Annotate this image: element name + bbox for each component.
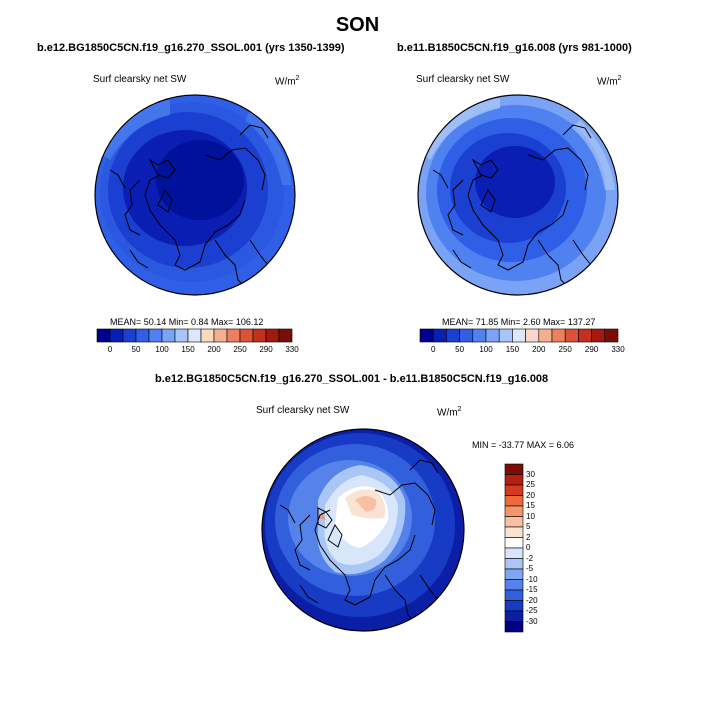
panel1-colorbar-box	[252, 328, 267, 343]
diff-colorbar-box	[504, 600, 524, 612]
panel2-colorbar-box	[419, 328, 434, 343]
panel2-colorbar-box	[512, 328, 526, 343]
diff-colorbar-tick-label: 30	[526, 469, 535, 479]
panel2-units-label: W/m2	[597, 75, 622, 88]
panel2-stats: MEAN= 71.85 Min= 2.60 Max= 137.27	[442, 317, 596, 327]
diff-colorbar-box	[504, 547, 524, 559]
panel1-colorbar-box	[135, 328, 150, 343]
panel1-colorbar-box	[213, 328, 228, 343]
diff-colorbar-tick-label: -2	[526, 553, 534, 563]
panel2-colorbar-tick-label: 100	[479, 345, 493, 354]
panel1-colorbar-tick-label: 150	[181, 345, 195, 354]
panel2-colorbar-box	[446, 328, 460, 343]
panel1-colorbar-box	[226, 328, 241, 343]
panel2-colorbar-tick-label: 0	[430, 345, 436, 354]
panel1-colorbar-box	[278, 328, 293, 343]
panel1-colorbar-box	[239, 328, 254, 343]
diff-colorbar-tick-label: 10	[526, 511, 535, 521]
panel2-colorbar-box	[485, 328, 500, 343]
panel1-colorbar-box	[187, 328, 202, 343]
diff-colorbar-tick-label: 0	[526, 543, 531, 552]
panel1-units-label: W/m2	[275, 75, 300, 88]
diff-colorbar	[504, 463, 524, 633]
panel2-colorbar-tick-label: 200	[532, 345, 546, 354]
panel2-colorbar-box	[472, 328, 487, 343]
panel2-coastlines	[432, 124, 599, 291]
diff-colorbar-tick-label: -30	[526, 616, 538, 626]
panel1-colorbar	[96, 328, 293, 343]
panel2-colorbar-tick-label: 330	[611, 345, 625, 354]
panel2-colorbar-box	[551, 328, 566, 343]
diff-colorbar-box	[504, 484, 524, 496]
panel1-colorbar-box	[200, 328, 215, 343]
panel1-colorbar-box	[96, 328, 111, 343]
panel1-colorbar-tick-label: 200	[207, 345, 221, 354]
diff-colorbar-tick-label: -20	[526, 595, 538, 605]
panel1-colorbar-box	[265, 328, 280, 343]
panel2-colorbar-tick-label: 50	[455, 345, 465, 354]
panel1-colorbar-box	[148, 328, 163, 343]
diff-units-label: W/m2	[437, 406, 462, 419]
diff-case-title: b.e12.BG1850C5CN.f19_g16.270_SSOL.001 - …	[155, 373, 549, 385]
diff-colorbar-tick-label: -5	[526, 564, 534, 573]
diff-variable-label: Surf clearsky net SW	[256, 405, 350, 416]
diff-colorbar-tick-label: 2	[526, 532, 531, 542]
panel2-colorbar-tick-label: 250	[558, 345, 572, 354]
figure-title: SON	[335, 14, 380, 36]
diff-colorbar-box	[504, 589, 524, 601]
diff-colorbar-box	[504, 579, 524, 591]
panel1-variable-label: Surf clearsky net SW	[93, 74, 187, 85]
panel1-colorbar-tick-label: 100	[155, 345, 169, 354]
panel2-colorbar-box	[459, 328, 474, 343]
panel2-colorbar-tick-label: 290	[584, 345, 599, 354]
diff-stats: MIN = -33.77 MAX = 6.06	[472, 440, 575, 450]
diff-colorbar-box	[504, 621, 524, 633]
diff-field-contours	[262, 429, 464, 631]
panel1-colorbar-box	[122, 328, 137, 343]
panel1-stats: MEAN= 50.14 Min= 0.84 Max= 106.12	[110, 317, 264, 327]
panel1-colorbar-tick-label: 250	[233, 345, 247, 354]
panel2-colorbar-tick-label: 150	[505, 345, 520, 354]
panel2-colorbar-box	[564, 328, 579, 343]
diff-colorbar-tick-label: 5	[526, 522, 531, 531]
diff-colorbar-tick-label: 20	[526, 490, 535, 500]
panel1-case-title: b.e12.BG1850C5CN.f19_g16.270_SSOL.001 (y…	[37, 42, 345, 54]
panel1-colorbar-tick-label: 290	[259, 345, 273, 354]
panel1-colorbar-box	[161, 328, 176, 343]
diff-colorbar-tick-label: -25	[526, 606, 538, 615]
panel2-colorbar-box	[538, 328, 553, 343]
panel1-colorbar-box	[109, 328, 124, 343]
panel1-colorbar-tick-label: 330	[285, 345, 299, 354]
diff-colorbar-box	[504, 526, 524, 538]
panel2-variable-label: Surf clearsky net SW	[416, 74, 510, 85]
panel1-colorbar-tick-label: 0	[107, 345, 113, 354]
panel2-colorbar	[419, 328, 619, 343]
diff-colorbar-box	[504, 537, 524, 549]
diff-coastlines	[279, 459, 446, 626]
diff-colorbar-box	[504, 505, 524, 517]
panel2-colorbar-box	[525, 328, 540, 343]
diff-colorbar-tick-label: 25	[526, 480, 535, 489]
diff-colorbar-box	[504, 495, 524, 507]
panel2-colorbar-box	[591, 328, 606, 343]
diff-colorbar-tick-label: -15	[526, 585, 538, 594]
panel1-colorbar-tick-label: 50	[131, 345, 141, 354]
diff-colorbar-box	[504, 463, 524, 475]
diff-colorbar-box	[504, 558, 524, 570]
panel2-colorbar-box	[578, 328, 592, 343]
diff-colorbar-box	[504, 568, 524, 580]
diff-colorbar-box	[504, 474, 524, 486]
diff-colorbar-box	[504, 516, 524, 528]
diff-colorbar-tick-label: 15	[526, 501, 535, 510]
panel1-colorbar-box	[174, 328, 189, 343]
panel2-colorbar-box	[498, 328, 513, 343]
panel2-colorbar-box	[604, 328, 619, 343]
diff-colorbar-box	[504, 610, 524, 622]
panel2-colorbar-box	[432, 328, 447, 343]
panel2-case-title: b.e11.B1850C5CN.f19_g16.008 (yrs 981-100…	[397, 42, 632, 54]
diff-colorbar-tick-label: -10	[526, 574, 538, 584]
